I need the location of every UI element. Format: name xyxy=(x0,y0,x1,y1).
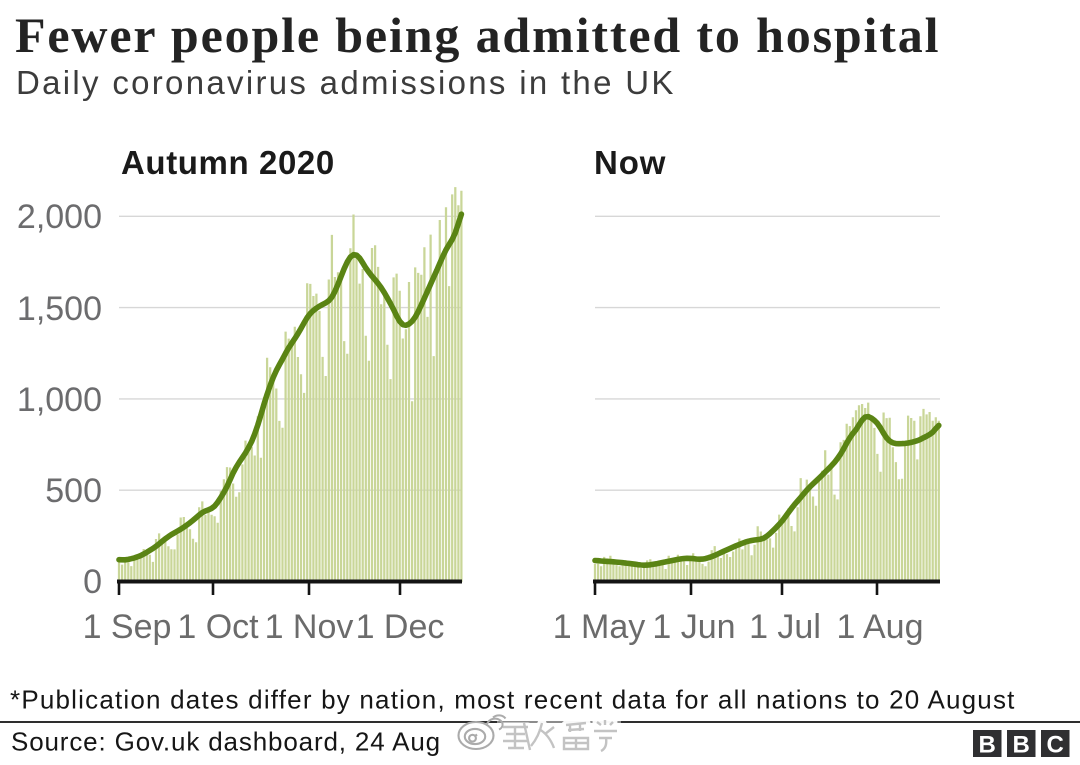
svg-text:C: C xyxy=(1047,732,1064,759)
svg-text:1 Oct: 1 Oct xyxy=(177,608,259,646)
svg-text:1 Sep: 1 Sep xyxy=(83,608,172,646)
svg-text:1 Jun: 1 Jun xyxy=(652,608,735,646)
svg-text:0: 0 xyxy=(83,563,102,601)
svg-text:1 Jul: 1 Jul xyxy=(749,608,821,646)
svg-text:Fewer people being admitted to: Fewer people being admitted to hospital xyxy=(15,7,940,63)
svg-text:1,500: 1,500 xyxy=(17,290,102,328)
svg-text:1 Aug: 1 Aug xyxy=(837,608,924,646)
svg-text:1 May: 1 May xyxy=(553,608,646,646)
svg-text:B: B xyxy=(1013,732,1030,759)
svg-text:Daily coronavirus admissions i: Daily coronavirus admissions in the UK xyxy=(16,64,676,101)
svg-text:B: B xyxy=(979,732,996,759)
svg-text:Source: Gov.uk dashboard, 24 A: Source: Gov.uk dashboard, 24 Aug xyxy=(11,727,441,757)
svg-text:Autumn 2020: Autumn 2020 xyxy=(121,144,335,181)
svg-text:Now: Now xyxy=(594,144,666,181)
svg-text:500: 500 xyxy=(45,472,102,510)
svg-text:1 Nov: 1 Nov xyxy=(265,608,354,646)
svg-text:1,000: 1,000 xyxy=(17,381,102,419)
svg-text:2,000: 2,000 xyxy=(17,198,102,236)
svg-text:*Publication dates differ by n: *Publication dates differ by nation, mos… xyxy=(10,685,1016,715)
svg-text:1 Dec: 1 Dec xyxy=(356,608,445,646)
